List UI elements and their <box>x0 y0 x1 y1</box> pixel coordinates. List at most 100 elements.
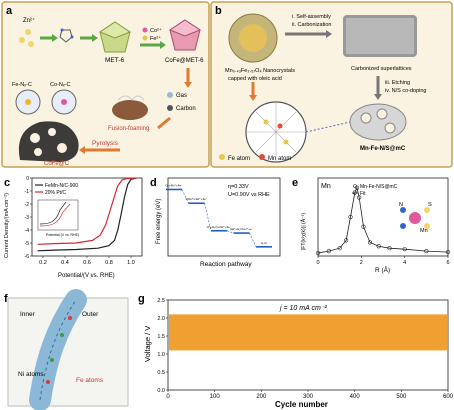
g-ytick-label: 0.0 <box>157 388 165 394</box>
e-atom-s: S <box>428 202 432 208</box>
panel-c-letter: c <box>4 177 10 189</box>
label-gas: Gas <box>176 93 187 99</box>
label-fe-atom: Fe atom <box>228 156 250 162</box>
g-annotation: j = 10 mA cm⁻² <box>279 305 327 312</box>
e-data-point <box>387 246 392 251</box>
label-nano-2: capped with oleic acid <box>228 76 282 82</box>
d-connector <box>181 189 189 204</box>
d-plot: O₂+4H⁺+4e⁻ OOH*+3H⁺+3e⁻ O*+H₂O+2H⁺+2e⁻OH*+… <box>165 183 272 248</box>
mn-atom-legend-icon <box>259 154 265 160</box>
panel-d-letter: d <box>150 177 157 189</box>
label-step2: ii. Carbonization <box>292 22 331 28</box>
label-mn-atom: Mn atom <box>268 156 291 162</box>
c-xtick-label: 0.4 <box>61 260 69 266</box>
g-xtick-label: 500 <box>396 394 407 400</box>
label-conc: Co-Nₓ-C <box>50 82 70 88</box>
d-step-label: OOH*+3H⁺+3e⁻ <box>186 197 208 201</box>
g-ytick-label: 2.5 <box>157 298 165 304</box>
panel-c: c 0.2 0.4 0.6 0.8 1.0 0 -1 -2 -3 -4 -5 -6 Current D… <box>4 176 143 279</box>
f-inner: Inner <box>20 311 36 318</box>
c-ytick-label: -2 <box>25 202 30 208</box>
e-data-point <box>424 249 429 254</box>
g-ytick-label: 0.5 <box>157 370 165 376</box>
g-plot: 0 100 200 300 400 500 600 0.0 0.5 1.0 1.5 2.0 2.5 <box>157 298 453 400</box>
cofe-met6-crystal-icon <box>168 19 202 51</box>
c-xtick-label: 0.6 <box>83 260 91 266</box>
e-xtick-label: 0 <box>316 260 319 266</box>
e-data-point <box>445 250 451 255</box>
e-xtick-label: 2 <box>360 260 363 266</box>
c-series-line-1 <box>37 177 137 252</box>
carbon-icon <box>167 105 173 111</box>
ligand-icon <box>59 28 74 43</box>
d-step-label: H₂O <box>261 241 267 245</box>
panel-a: a Zn²⁺ MET-6 Co²⁺ Fe²⁺ CoFe@MET <box>1 1 210 168</box>
label-co: Co²⁺ <box>150 27 162 34</box>
d-annot-1: η=0.33V <box>228 184 249 190</box>
panel-e: e 0 2 4 6 Mn Mn-Fe-N/S@mC Fit |FT(k²χ(k))| … <box>292 177 451 274</box>
f-outer: Outer <box>82 311 99 318</box>
nanotube-icon <box>29 289 87 410</box>
nanocrystal-icon <box>228 13 278 63</box>
e-element: Mn <box>321 183 331 190</box>
e-data-point <box>326 249 331 254</box>
d-plot-frame <box>167 177 281 257</box>
label-step1: i. Self-assembly <box>292 14 331 20</box>
label-pyrolysis: Pyrolysis <box>92 140 119 147</box>
panel-f-letter: f <box>4 293 8 305</box>
mn-site-molecule-icon <box>400 207 430 229</box>
d-connector <box>226 230 234 234</box>
panel-b-letter: b <box>215 5 222 17</box>
label-product: Mn-Fe-N/S@mC <box>360 146 406 152</box>
panel-b: b Mn₀.₄₃Fe₂.₅₇O₄ Nanocrystals capped wit… <box>210 1 453 168</box>
d-step-label: O₂+4H⁺+4e⁻ <box>165 183 183 187</box>
panel-g-letter: g <box>138 293 145 305</box>
label-carbon: Carbon <box>176 106 196 112</box>
c-ytick-label: -1 <box>25 189 30 195</box>
e-data-point <box>357 195 362 200</box>
c-xtick-label: 0.8 <box>105 260 113 266</box>
superlattice-icon <box>343 15 417 57</box>
e-data-point <box>348 214 353 220</box>
panel-g: g 0 100 200 300 400 500 6000.00.51.01.52.02.5 … <box>138 293 454 409</box>
g-ytick-label: 2.0 <box>157 316 165 322</box>
c-plot: 0.2 0.4 0.6 0.8 1.0 0 -1 -2 -3 -4 -5 -6 <box>25 176 137 266</box>
e-xlabel: R (Å) <box>375 265 390 274</box>
d-step-label: O*+H₂O+2H⁺+2e⁻ <box>207 225 232 229</box>
label-fusion: Fusion-foaming <box>108 126 149 132</box>
gas-icon <box>167 92 173 98</box>
d-xlabel: Reaction pathway <box>200 261 252 268</box>
d-annot-2: U=0.90V vs RHE <box>228 192 270 198</box>
fe-atom-legend-icon <box>219 154 225 160</box>
label-step3: iii. Etching <box>385 80 410 86</box>
d-connector <box>204 203 212 231</box>
c-series-line-2 <box>37 177 137 245</box>
e-legend-2: Fit <box>360 191 366 197</box>
panel-f: f Inner Outer Ni atoms Fe atoms <box>4 289 129 410</box>
e-data-point <box>344 238 349 243</box>
c-xtick-label: 0.2 <box>39 260 47 266</box>
g-xtick-label: 100 <box>210 394 221 400</box>
e-data-point <box>315 250 321 256</box>
d-connector <box>249 232 257 247</box>
c-ylabel: Current Density/(mA cm⁻²) <box>4 193 10 258</box>
e-plot-frame <box>317 177 449 257</box>
c-ytick-label: -5 <box>25 241 30 247</box>
label-fenc: Fe-Nₓ-C <box>12 82 32 88</box>
panel-d: d O₂+4H⁺+4e⁻ OOH*+3H⁺+3e⁻ O*+H₂O+2H⁺+2e⁻OH… <box>150 177 281 268</box>
g-xtick-label: 300 <box>303 394 314 400</box>
d-ylabel: Free energy (eV) <box>156 199 162 244</box>
d-step-label: OH*+H₂O+H⁺+e⁻ <box>230 227 254 231</box>
fullerene-icon <box>245 101 307 163</box>
e-data-point <box>337 246 342 251</box>
e-atom-mn: Mn <box>420 228 428 234</box>
g-xtick-label: 0 <box>166 394 170 400</box>
e-data-point <box>367 240 373 245</box>
panel-e-letter: e <box>292 177 298 189</box>
g-ytick-label: 1.0 <box>157 352 165 358</box>
e-atom-n: N <box>399 202 403 208</box>
fusion-foaming-icon <box>112 95 148 120</box>
label-zn: Zn²⁺ <box>23 17 35 24</box>
f-fe: Fe atoms <box>76 377 104 384</box>
